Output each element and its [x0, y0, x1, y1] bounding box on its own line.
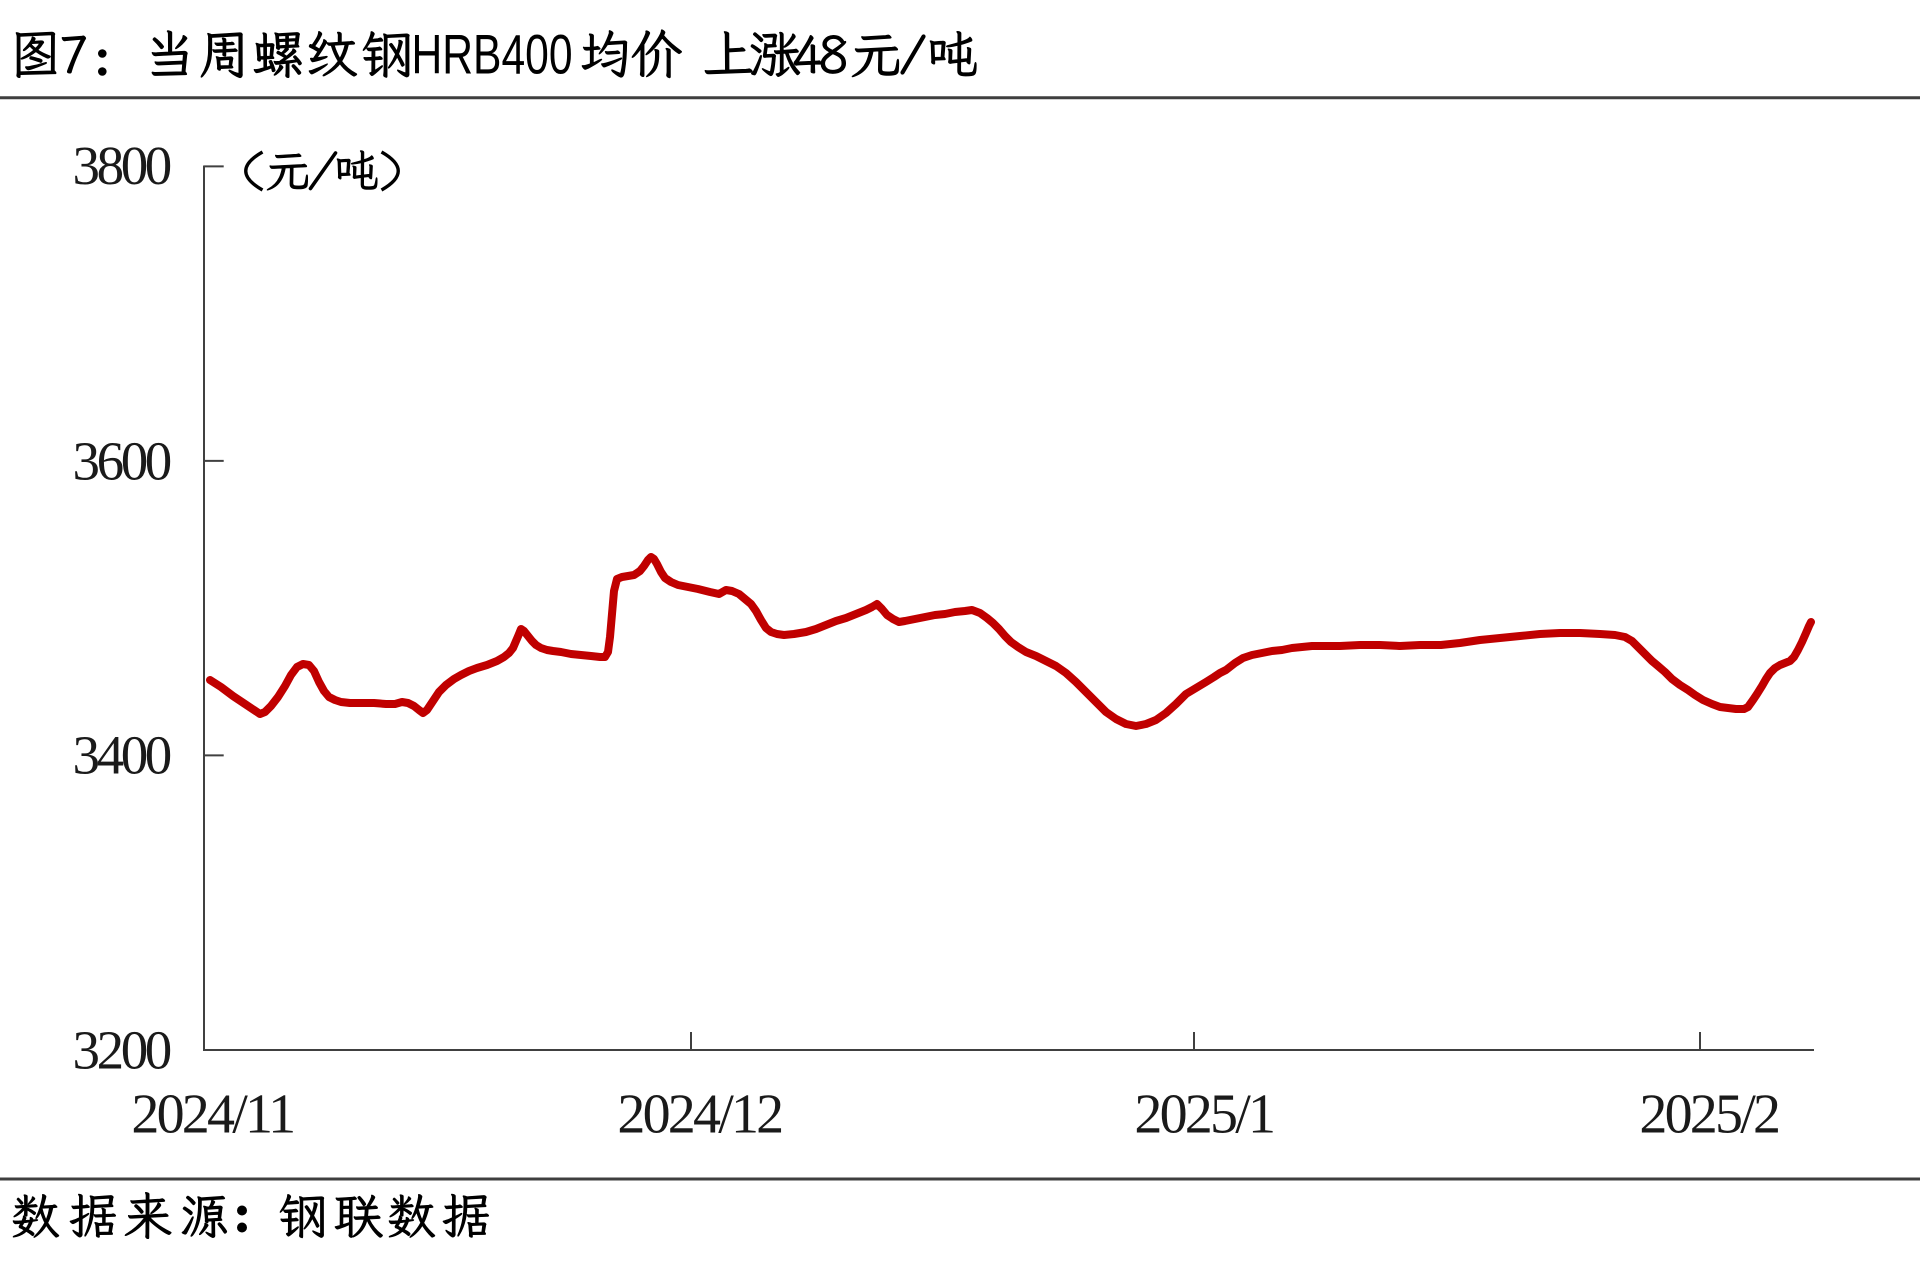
svg-text:HRB400: HRB400 — [412, 24, 573, 86]
svg-text:3400: 3400 — [73, 725, 171, 786]
svg-text:3800: 3800 — [73, 135, 171, 196]
svg-text:2024/11: 2024/11 — [131, 1084, 293, 1146]
svg-text:2025/1: 2025/1 — [1134, 1084, 1273, 1146]
svg-text:2024/12: 2024/12 — [617, 1084, 781, 1146]
svg-text:3600: 3600 — [73, 430, 171, 491]
svg-text:3200: 3200 — [73, 1020, 171, 1081]
svg-text:2025/2: 2025/2 — [1639, 1084, 1778, 1146]
